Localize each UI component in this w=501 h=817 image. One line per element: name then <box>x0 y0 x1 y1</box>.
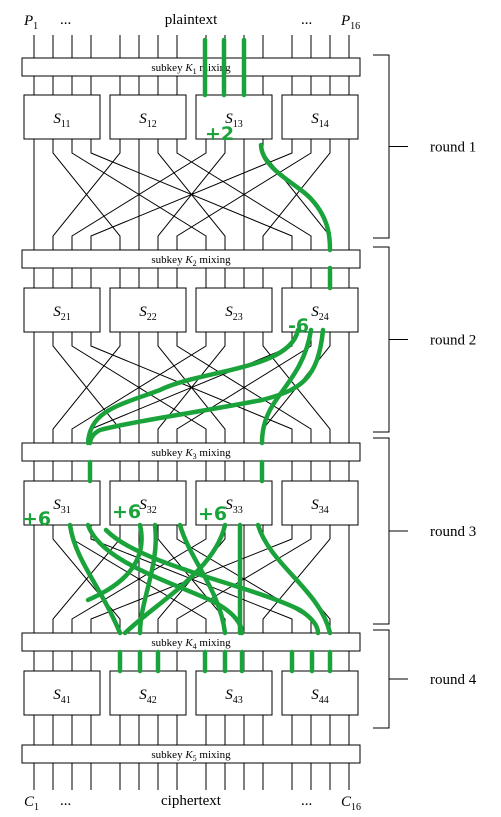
permutation-wire <box>176 525 312 633</box>
permutation-wire <box>262 139 331 250</box>
s-box <box>23 480 101 526</box>
s-box <box>109 480 187 526</box>
permutation-wire <box>71 332 207 443</box>
plaintext-label: plaintext <box>165 12 218 28</box>
s-box-label: S23 <box>225 304 243 323</box>
annotation-label: +6 <box>22 508 51 530</box>
permutation-wire <box>52 525 121 633</box>
mixing-label: subkey K1 mixing <box>151 62 231 76</box>
boxes <box>21 57 361 764</box>
s-box <box>23 287 101 333</box>
mixing-bar <box>21 57 361 77</box>
round-bracket <box>373 246 408 433</box>
annotation-stroke <box>85 522 144 603</box>
annotation-labels: +2 -6 +6 +6 +6 <box>22 123 309 530</box>
s-box-label: S33 <box>225 497 243 516</box>
mixing-bar <box>21 442 361 462</box>
s-box <box>281 480 359 526</box>
s-box-label: S44 <box>311 687 329 706</box>
ellipsis: ... <box>301 12 312 28</box>
s-box <box>281 670 359 716</box>
annotation-stroke <box>259 327 314 446</box>
annotation-label: +6 <box>198 503 227 525</box>
mixing-bar <box>21 632 361 652</box>
s-box <box>23 670 101 716</box>
s-box-label: S21 <box>53 304 71 323</box>
s-box-label: S24 <box>311 304 329 323</box>
s-box-label: S22 <box>139 304 157 323</box>
mixing-label: subkey K2 mixing <box>151 254 231 268</box>
annotation-stroke <box>87 327 326 446</box>
s-box <box>109 670 187 716</box>
permutation-wire <box>90 139 293 250</box>
mixing-bar <box>21 249 361 269</box>
annotation-stroke <box>122 522 228 636</box>
handwritten-annotations <box>67 37 333 674</box>
round-brackets <box>373 54 408 729</box>
s-box <box>281 94 359 140</box>
round-bracket <box>373 54 408 239</box>
round-label: round 2 <box>430 333 476 349</box>
s-box <box>109 94 187 140</box>
annotation-stroke <box>137 522 159 636</box>
ciphertext-label: ciphertext <box>161 793 222 809</box>
s-box-label: S42 <box>139 687 157 706</box>
mixing-label: subkey K3 mixing <box>151 447 231 461</box>
annotation-label: +2 <box>205 123 234 145</box>
annotation-stroke <box>255 522 333 636</box>
mixing-bar <box>21 744 361 764</box>
s-box-label: S11 <box>53 111 70 130</box>
permutation-wire <box>71 139 207 250</box>
s-box <box>195 480 273 526</box>
annotation-stroke <box>177 522 228 636</box>
plaintext-last-bit: P16 <box>340 13 360 32</box>
s-box-label: S43 <box>225 687 243 706</box>
annotation-stroke <box>85 327 301 446</box>
round-label: round 3 <box>430 524 476 540</box>
s-box-label: S12 <box>139 111 157 130</box>
s-box-label: S13 <box>225 111 243 130</box>
s-box <box>23 94 101 140</box>
ciphertext-first-bit: C1 <box>24 794 39 813</box>
s-box <box>109 287 187 333</box>
permutation-wire <box>52 332 121 443</box>
s-box-label: S32 <box>139 497 157 516</box>
permutation-wire <box>176 139 312 250</box>
annotation-label: -6 <box>288 315 309 337</box>
ellipsis: ... <box>60 12 71 28</box>
permutation-wire <box>71 525 207 633</box>
s-box <box>281 287 359 333</box>
mixing-label: subkey K4 mixing <box>151 637 231 651</box>
plaintext-first-bit: P1 <box>23 13 38 32</box>
annotation-label: +6 <box>112 501 141 523</box>
s-box <box>195 94 273 140</box>
ciphertext-last-bit: C16 <box>341 794 361 813</box>
s-box-label: S34 <box>311 497 329 516</box>
s-box-label: S14 <box>311 111 329 130</box>
mixing-label: subkey K5 mixing <box>151 749 231 763</box>
s-box <box>195 670 273 716</box>
ellipsis: ... <box>301 793 312 809</box>
s-box-label: S41 <box>53 687 71 706</box>
ellipsis: ... <box>60 793 71 809</box>
permutation-wire <box>52 139 121 250</box>
annotation-stroke <box>103 527 321 636</box>
round-label: round 4 <box>430 672 477 688</box>
round-bracket <box>373 629 408 729</box>
round-bracket <box>373 437 408 625</box>
round-label: round 1 <box>430 140 476 156</box>
annotation-stroke <box>67 522 123 636</box>
s-box <box>195 287 273 333</box>
annotation-stroke <box>258 142 333 253</box>
s-box-label: S31 <box>53 497 71 516</box>
